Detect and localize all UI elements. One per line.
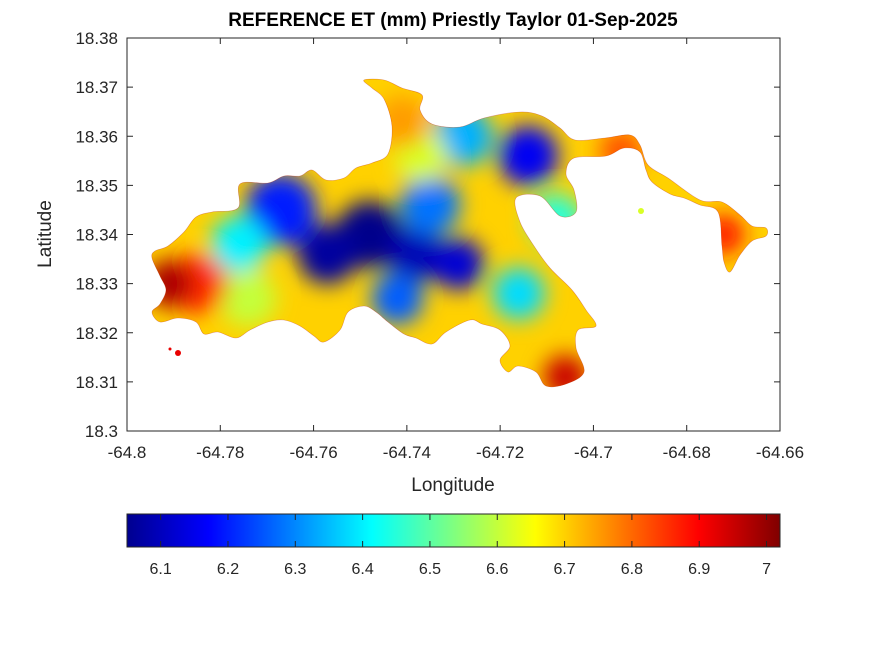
x-tick-label: -64.7 <box>574 443 613 462</box>
et-region <box>388 226 445 283</box>
colorbar <box>126 513 781 548</box>
y-tick-label: 18.36 <box>75 127 118 146</box>
islet <box>638 208 644 214</box>
islets <box>168 208 644 356</box>
colorbar-tick-label: 6.9 <box>688 561 710 578</box>
et-region <box>371 272 424 325</box>
x-tick-label: -64.78 <box>196 443 244 462</box>
colorbar-tick-label: 7 <box>762 561 771 578</box>
colorbar-tick-label: 6.8 <box>621 561 643 578</box>
chart-title: REFERENCE ET (mm) Priestly Taylor 01-Sep… <box>228 10 678 31</box>
x-tick-label: -64.74 <box>383 443 431 462</box>
colorbar-tick-label: 6.1 <box>150 561 172 578</box>
islet <box>175 350 181 356</box>
x-tick-label: -64.68 <box>663 443 711 462</box>
et-region <box>498 125 559 186</box>
colorbar-tick-label: 6.7 <box>553 561 575 578</box>
et-region <box>432 238 485 290</box>
y-ticks: 18.3 18.31 18.32 18.33 18.34 18.35 18.36 18.37 1… <box>75 29 780 441</box>
colorbar-tick-label: 6.2 <box>217 561 239 578</box>
et-region <box>210 216 267 273</box>
y-tick-label: 18.37 <box>75 78 118 97</box>
y-tick-label: 18.3 <box>85 422 118 441</box>
islet <box>168 347 172 351</box>
x-axis-label: Longitude <box>411 475 494 496</box>
y-tick-label: 18.32 <box>75 324 118 343</box>
y-tick-label: 18.33 <box>75 275 118 294</box>
y-axis-label: Latitude <box>35 200 56 268</box>
y-tick-label: 18.38 <box>75 29 118 48</box>
colorbar-tick-label: 6.3 <box>284 561 306 578</box>
y-tick-label: 18.35 <box>75 176 118 195</box>
et-region <box>492 267 545 320</box>
coastline-outline <box>151 78 769 388</box>
x-tick-label: -64.72 <box>476 443 524 462</box>
x-tick-label: -64.66 <box>756 443 804 462</box>
et-region <box>244 173 317 246</box>
x-ticks: -64.8 -64.78 -64.76 -64.74 -64.72 -64.7 -64.68… <box>108 38 804 462</box>
et-region <box>297 224 358 285</box>
colorbar-tick-label: 6.5 <box>419 561 441 578</box>
et-region <box>220 270 277 327</box>
x-tick-label: -64.76 <box>289 443 337 462</box>
et-region <box>543 355 588 387</box>
colorbar-tick-label: 6.6 <box>486 561 508 578</box>
et-region <box>400 175 461 235</box>
y-tick-label: 18.31 <box>75 373 118 392</box>
y-tick-label: 18.34 <box>75 226 118 245</box>
colorbar-tick-label: 6.4 <box>351 561 373 578</box>
x-tick-label: -64.8 <box>108 443 147 462</box>
colorbar-ticks: 6.1 6.2 6.3 6.4 6.5 6.6 6.7 6.8 6.9 7 <box>150 514 771 578</box>
